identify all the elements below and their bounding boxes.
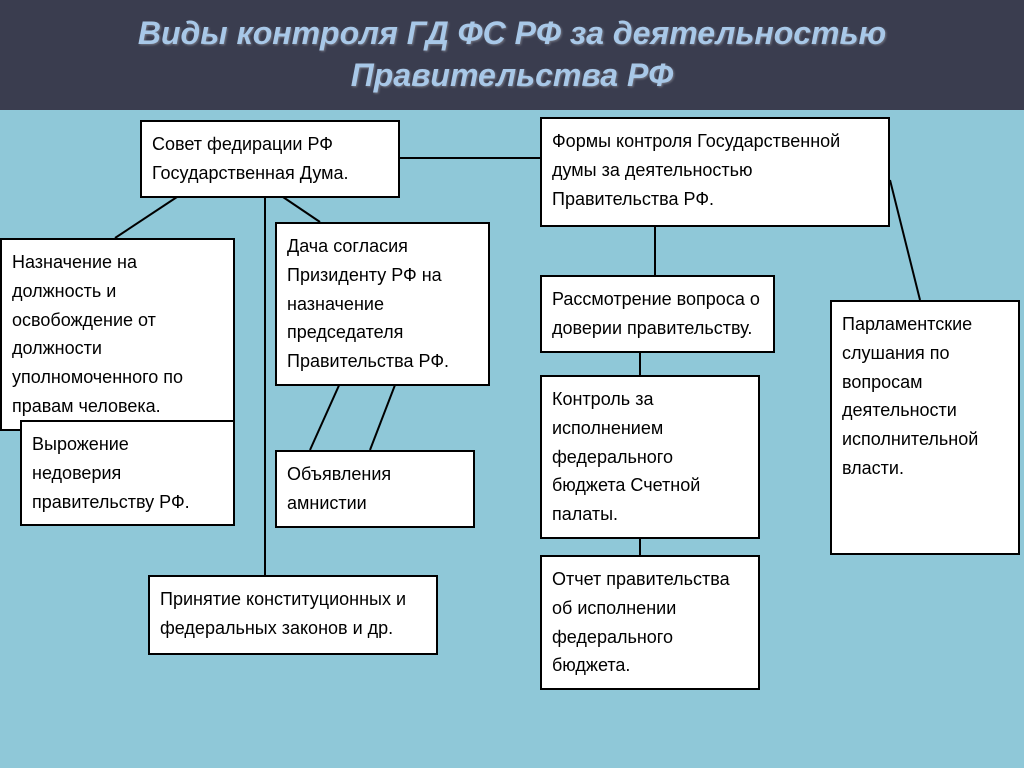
node-right-root: Формы контроля Государственной думы за д… (540, 117, 890, 227)
page-header: Виды контроля ГД ФС РФ за деятельностью … (0, 0, 1024, 110)
node-amnesty: Объявления амнистии (275, 450, 475, 528)
node-laws: Принятие конституционных и федеральных з… (148, 575, 438, 655)
page-title: Виды контроля ГД ФС РФ за деятельностью … (0, 13, 1024, 96)
node-budget-control: Контроль за исполнением федерального бюд… (540, 375, 760, 539)
node-appoint: Назначение на должность и освобождение о… (0, 238, 235, 431)
node-consent: Дача согласия Призиденту РФ на назначени… (275, 222, 490, 386)
node-trust-question: Рассмотрение вопроса о доверии правитель… (540, 275, 775, 353)
node-left-root: Совет федирации РФ Государственная Дума. (140, 120, 400, 198)
node-distrust: Вырожение недоверия правительству РФ. (20, 420, 235, 526)
node-budget-report: Отчет правительства об исполнении федера… (540, 555, 760, 690)
node-hearings: Парламентские слушания по вопросам деяте… (830, 300, 1020, 555)
